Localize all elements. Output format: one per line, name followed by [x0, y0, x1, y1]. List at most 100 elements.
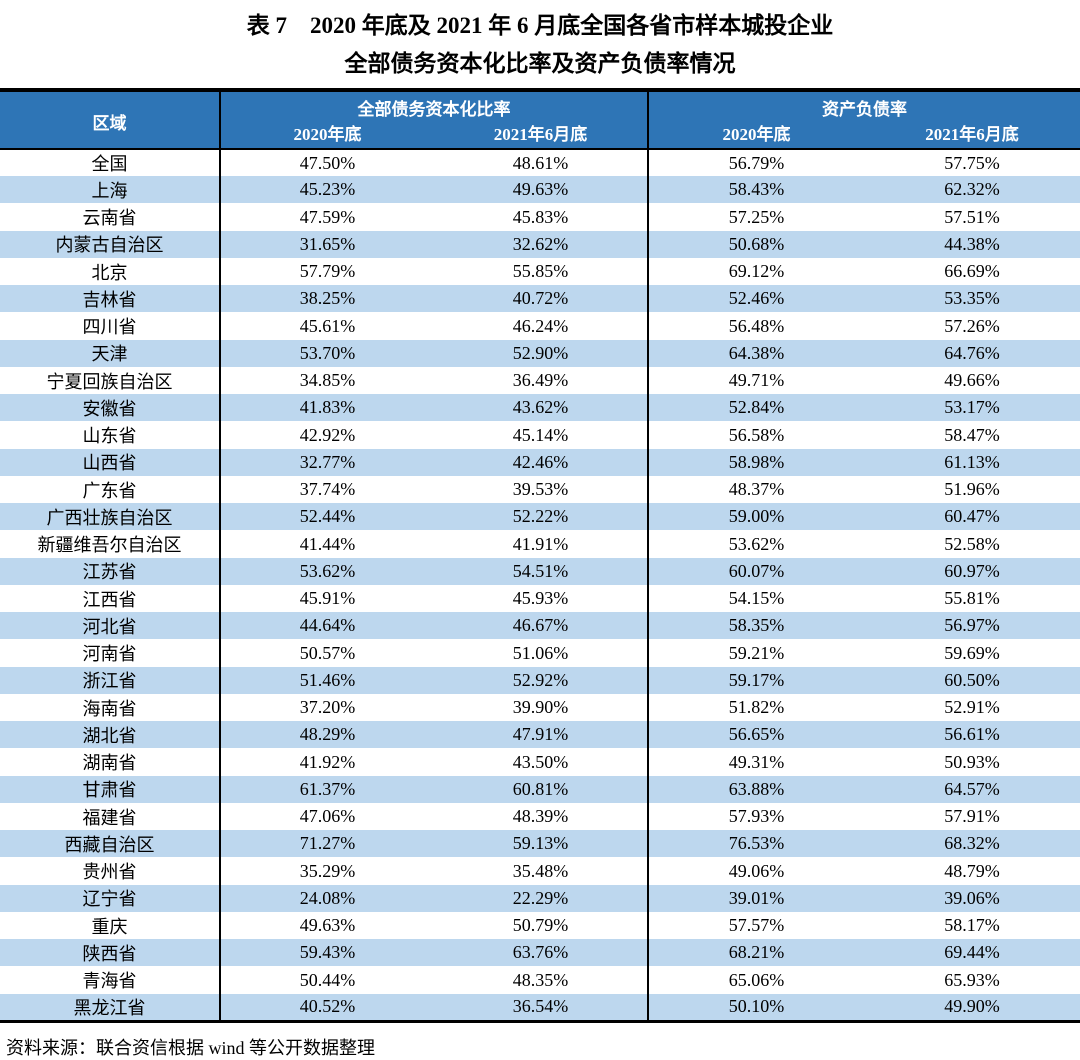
value-cell: 52.46%	[647, 285, 864, 313]
region-cell: 黑龙江省	[73, 997, 146, 1018]
value-cell: 48.35%	[512, 969, 569, 990]
value-cell: 49.31%	[647, 748, 864, 776]
value-cell: 42.92%	[219, 421, 434, 449]
value-cell: 53.62%	[219, 557, 434, 585]
value-cell: 45.91%	[219, 584, 434, 613]
table-row: 山西省 32.77% 42.46% 58.98% 61.13%	[0, 448, 1080, 476]
value-cell: 39.90%	[512, 697, 569, 717]
table-row: 四川省 45.61% 46.24% 56.48% 57.26%	[0, 312, 1080, 340]
table-row: 湖南省 41.92% 43.50% 49.31% 50.93%	[0, 748, 1080, 776]
value-cell: 68.32%	[944, 833, 1000, 854]
value-cell: 59.69%	[944, 642, 1000, 663]
column-group-asset-liability-ratio: 资产负债率	[647, 89, 1080, 120]
value-cell: 52.22%	[512, 506, 569, 527]
value-cell: 44.64%	[219, 612, 434, 640]
region-cell: 安徽省	[82, 398, 137, 419]
value-cell: 69.44%	[944, 942, 1000, 963]
table-row: 广东省 37.74% 39.53% 48.37% 51.96%	[0, 475, 1080, 504]
table-row: 海南省 37.20% 39.90% 51.82% 52.91%	[0, 693, 1080, 722]
table-title-line1: 表 7 2020 年底及 2021 年 6 月底全国各省市样本城投企业	[246, 13, 834, 38]
table-row: 江苏省 53.62% 54.51% 60.07% 60.97%	[0, 557, 1080, 585]
value-cell: 59.17%	[647, 666, 864, 694]
value-cell: 54.51%	[512, 560, 569, 581]
value-cell: 35.29%	[219, 857, 434, 885]
region-cell: 上海	[91, 180, 128, 201]
value-cell: 50.57%	[219, 639, 434, 667]
value-cell: 57.79%	[219, 257, 434, 286]
value-cell: 47.50%	[219, 148, 434, 177]
table-header: 区域 全部债务资本化比率 资产负债率 2020年底 2021年6月底 2020年…	[0, 89, 1080, 149]
value-cell: 62.32%	[944, 179, 1000, 200]
value-cell: 47.59%	[219, 203, 434, 231]
value-cell: 48.79%	[944, 860, 1000, 881]
value-cell: 51.82%	[647, 693, 864, 722]
value-cell: 57.91%	[944, 806, 1000, 826]
column-header-g1-end2020: 2020年底	[219, 119, 434, 149]
value-cell: 57.51%	[944, 206, 1000, 227]
region-cell: 山东省	[82, 426, 137, 446]
source-note: 资料来源：联合资信根据 wind 等公开数据整理	[6, 1037, 375, 1058]
table-row: 天津 53.70% 52.90% 64.38% 64.76%	[0, 339, 1080, 367]
table-row: 吉林省 38.25% 40.72% 52.46% 53.35%	[0, 285, 1080, 313]
value-cell: 58.43%	[647, 176, 864, 204]
value-cell: 24.08%	[219, 884, 434, 912]
value-cell: 34.85%	[219, 366, 434, 395]
table-row: 上海 45.23% 49.63% 58.43% 62.32%	[0, 176, 1080, 204]
value-cell: 60.50%	[944, 669, 1000, 690]
value-cell: 41.91%	[512, 533, 569, 554]
value-cell: 50.10%	[647, 993, 864, 1022]
value-cell: 64.38%	[647, 339, 864, 367]
value-cell: 52.58%	[944, 533, 1000, 554]
region-cell: 宁夏回族自治区	[46, 371, 173, 392]
value-cell: 69.12%	[647, 257, 864, 286]
value-cell: 32.77%	[219, 448, 434, 476]
value-cell: 57.93%	[647, 802, 864, 831]
region-cell: 云南省	[82, 208, 137, 228]
value-cell: 35.48%	[512, 860, 569, 881]
value-cell: 49.66%	[944, 370, 1000, 390]
value-cell: 49.90%	[944, 996, 1000, 1017]
value-cell: 58.47%	[944, 424, 1000, 445]
region-cell: 广东省	[82, 480, 137, 501]
value-cell: 59.13%	[512, 833, 569, 854]
value-cell: 60.47%	[944, 506, 1000, 527]
region-cell: 山西省	[82, 453, 137, 474]
value-cell: 56.48%	[647, 312, 864, 340]
value-cell: 76.53%	[647, 830, 864, 858]
value-cell: 58.98%	[647, 448, 864, 476]
value-cell: 56.79%	[647, 148, 864, 177]
table-row: 全国 47.50% 48.61% 56.79% 57.75%	[0, 148, 1080, 177]
column-header-g2-end2020: 2020年底	[647, 119, 864, 149]
value-cell: 45.61%	[219, 312, 434, 340]
value-cell: 36.54%	[512, 996, 569, 1017]
value-cell: 58.35%	[647, 612, 864, 640]
value-cell: 51.46%	[219, 666, 434, 694]
value-cell: 37.74%	[219, 475, 434, 504]
value-cell: 47.06%	[219, 802, 434, 831]
value-cell: 53.17%	[944, 397, 1000, 418]
region-cell: 江苏省	[82, 562, 137, 583]
table-row: 重庆 49.63% 50.79% 57.57% 58.17%	[0, 911, 1080, 940]
value-cell: 45.14%	[512, 424, 569, 445]
table-row: 陕西省 59.43% 63.76% 68.21% 69.44%	[0, 939, 1080, 967]
value-cell: 52.90%	[512, 342, 569, 363]
table-row: 辽宁省 24.08% 22.29% 39.01% 39.06%	[0, 884, 1080, 912]
value-cell: 42.46%	[512, 451, 569, 472]
region-cell: 西藏自治区	[64, 834, 155, 855]
table-row: 湖北省 48.29% 47.91% 56.65% 56.61%	[0, 721, 1080, 749]
value-cell: 56.58%	[647, 421, 864, 449]
page-title: 表 7 2020 年底及 2021 年 6 月底全国各省市样本城投企业 全部债务…	[0, 0, 1080, 83]
value-cell: 50.68%	[647, 230, 864, 258]
value-cell: 64.76%	[944, 342, 1000, 363]
value-cell: 36.49%	[512, 370, 569, 390]
value-cell: 59.00%	[647, 503, 864, 531]
value-cell: 45.93%	[512, 588, 569, 608]
region-cell: 河北省	[82, 616, 137, 637]
value-cell: 59.21%	[647, 639, 864, 667]
value-cell: 39.53%	[512, 479, 569, 499]
value-cell: 57.25%	[647, 203, 864, 231]
region-cell: 湖北省	[82, 725, 137, 746]
table-row: 黑龙江省 40.52% 36.54% 50.10% 49.90%	[0, 993, 1080, 1022]
value-cell: 60.07%	[647, 557, 864, 585]
region-cell: 新疆维吾尔自治区	[37, 535, 182, 555]
